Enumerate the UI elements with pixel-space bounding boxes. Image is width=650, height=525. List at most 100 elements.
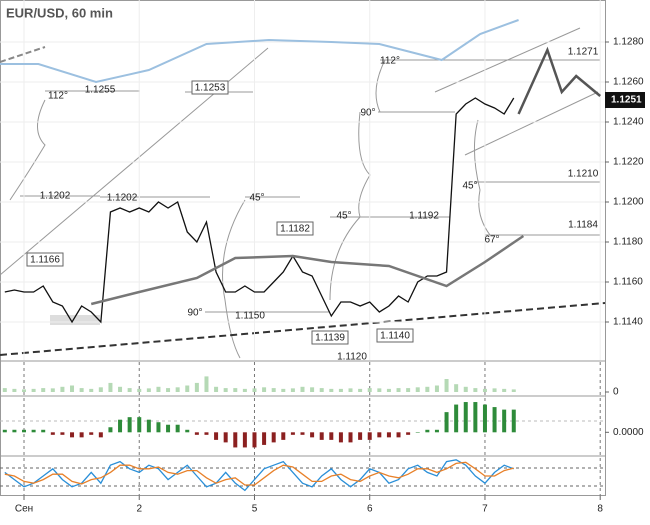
volume-bar [358,388,363,392]
volume-bar [204,376,209,392]
volume-bar [406,388,411,392]
y-tick-label: 1.1140 [613,317,643,328]
last-price-box [605,92,645,108]
y-tick-label: 1.1260 [613,77,644,88]
macd-bar [290,432,295,435]
volume-bar [454,384,459,392]
volume-bar [415,387,420,392]
annotation: 1.1140 [380,331,410,342]
trend-line [0,302,606,356]
volume-bar [22,389,27,392]
volume-bar [41,388,46,392]
macd-bar [118,419,123,433]
volume-bar [329,388,334,392]
volume-bar [444,379,449,392]
volume-bar [319,388,324,392]
macd-bar [223,432,228,443]
macd-bar [406,432,411,435]
annotation: 1.1182 [280,224,310,235]
annotation: 112° [48,91,68,102]
y-tick-label: 1.1160 [613,277,643,288]
macd-bar [262,432,267,445]
volume-bar [338,388,343,392]
volume-bar [242,388,247,392]
x-tick-label: 6 [367,504,373,515]
volume-bar [463,386,468,392]
macd-bar [185,429,190,433]
macd-bar [271,432,276,443]
y-tick-label: 1.1240 [613,117,644,128]
price-line [517,46,601,115]
price-line [4,97,515,324]
macd-bar [348,432,353,443]
volume-bar [194,382,199,392]
volume-bar [12,388,17,392]
volume-bar [310,387,315,392]
volume-bar [367,388,372,392]
annotation: 1.1202 [107,193,138,204]
macd-bar [300,432,305,435]
macd-bar [377,432,382,438]
macd-bar [175,424,180,433]
stochastic-line [4,459,514,492]
macd-bar [233,432,238,448]
label-box [376,328,414,343]
volume-bar [2,388,7,392]
macd-bar [502,409,507,433]
volume-bar [50,388,55,392]
macd-bar [79,432,84,438]
x-tick-label: 2 [136,504,142,515]
volume-bar [396,388,401,392]
macd-bar [454,404,459,433]
annotation: 45° [462,181,477,192]
annotation: 1.1202 [40,191,71,202]
y-tick-label: 1.1280 [613,37,644,48]
macd-bar [386,432,391,438]
volume-bar [98,387,103,392]
x-tick-label: 8 [597,504,603,515]
macd-bar [492,407,497,433]
macd-bar [329,432,334,440]
macd-bar [415,432,420,433]
volume-bar [146,388,151,392]
macd-bar [281,432,286,440]
annotation: 1.1150 [235,311,265,322]
macd-bar [434,429,439,433]
macd-bar [70,432,75,438]
macd-bar [444,412,449,433]
price-line [0,19,519,84]
macd-bar [50,432,55,435]
annotation: 1.1255 [85,85,116,96]
annotation: 112° [380,56,400,67]
volume-bar [502,388,507,392]
annotation: 1.1210 [568,169,599,180]
annotation: 90° [187,308,202,319]
volume-bar [70,385,75,392]
volume-bar [118,386,123,392]
volume-bar [166,388,171,392]
macd-bar [463,402,468,433]
volume-bar [281,388,286,392]
volume-bar [127,388,132,392]
volume-bar [434,385,439,392]
volume-bar [492,388,497,392]
volume-bar [79,388,84,392]
volume-bar [473,388,478,392]
macd-bar [156,422,161,433]
label-box [26,252,64,267]
macd-bar [338,432,343,443]
y-tick-label: 0.0000 [613,427,644,438]
y-tick-label: 1.1220 [613,157,644,168]
macd-bar [204,432,209,435]
annotation: 1.1139 [315,333,345,344]
stochastic-line [4,461,514,486]
macd-bar [22,429,27,433]
volume-bar [290,388,295,392]
trend-line [0,46,46,63]
macd-bar [473,402,478,433]
y-tick-label: 0 [613,387,619,398]
macd-bar [98,432,103,438]
annotation: 1.1192 [409,211,439,222]
volume-bar [60,386,65,392]
volume-bar [31,388,36,392]
